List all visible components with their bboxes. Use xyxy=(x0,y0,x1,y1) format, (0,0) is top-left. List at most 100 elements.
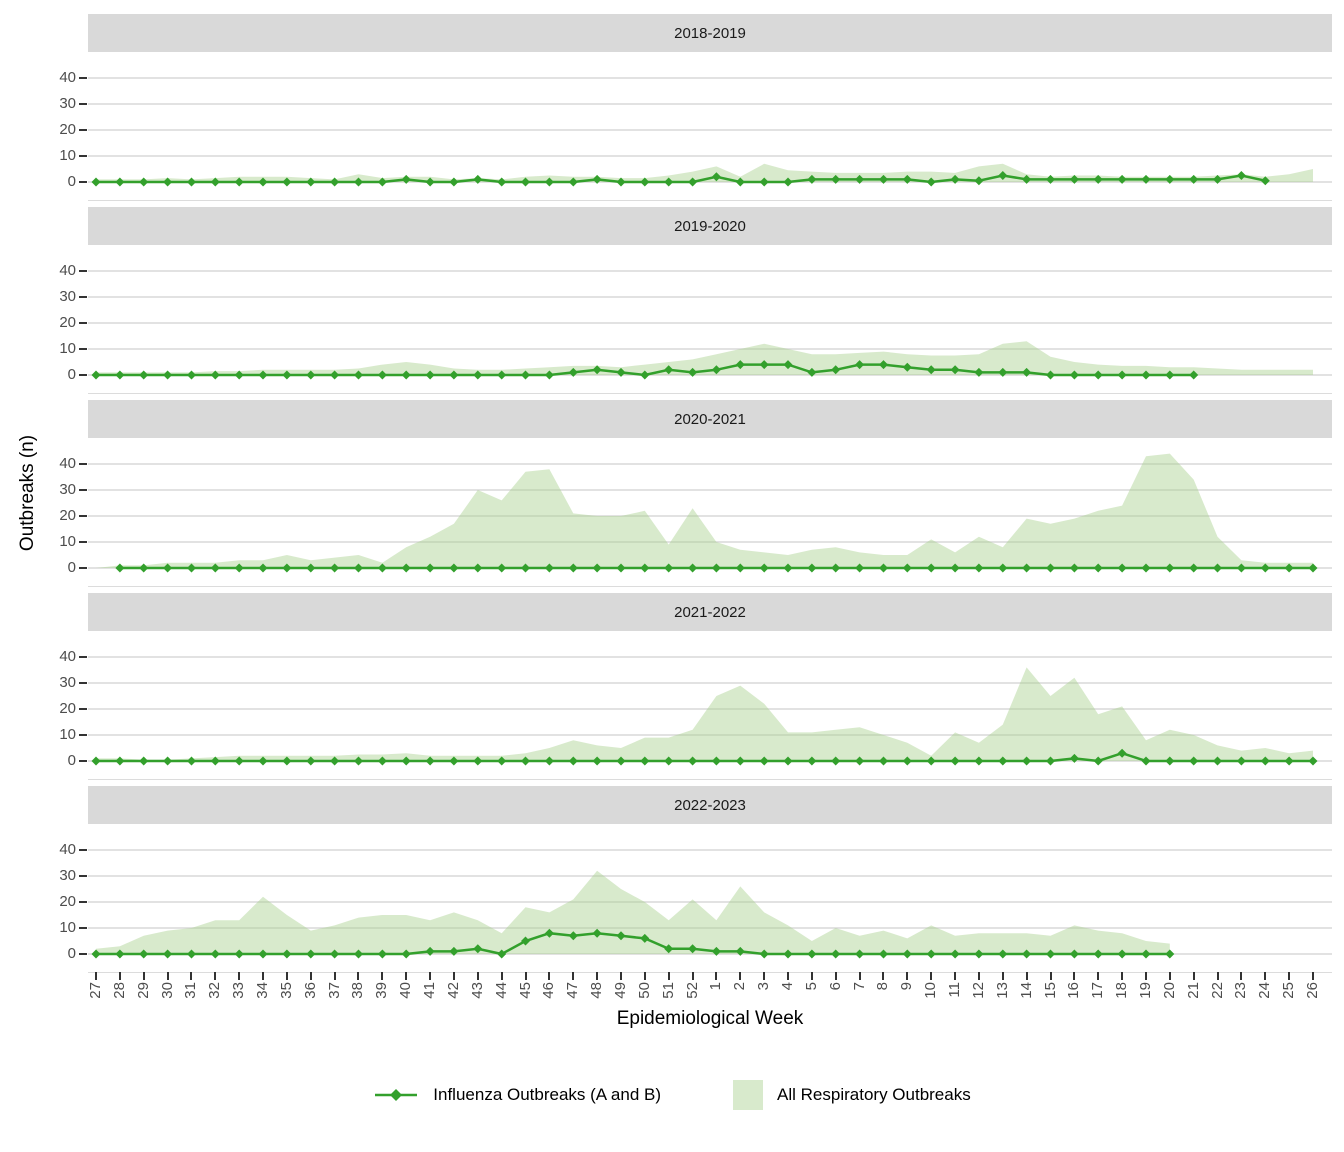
facet-panel xyxy=(88,54,1332,201)
facet-strip: 2022-2023 xyxy=(88,786,1332,824)
y-tick-mark xyxy=(79,760,87,762)
x-tick-mark xyxy=(262,972,265,980)
x-tick-mark xyxy=(405,972,408,980)
chart-canvas xyxy=(88,270,1332,380)
y-tick-mark xyxy=(79,103,87,105)
facet-panel xyxy=(88,633,1332,780)
y-tick-label: 40 xyxy=(59,648,76,665)
respiratory-area-series xyxy=(96,667,1313,761)
x-tick-label: 20 xyxy=(1160,982,1178,999)
x-tick-mark xyxy=(524,972,527,980)
x-tick-mark xyxy=(810,972,813,980)
y-tick-mark xyxy=(79,567,87,569)
y-tick-mark xyxy=(79,656,87,658)
x-tick-label: 51 xyxy=(659,982,677,999)
facet-strip: 2020-2021 xyxy=(88,400,1332,438)
x-tick-mark xyxy=(643,972,646,980)
x-tick-label: 14 xyxy=(1017,982,1035,999)
y-tick-mark xyxy=(79,849,87,851)
x-tick-label: 48 xyxy=(588,982,606,999)
x-tick-label: 21 xyxy=(1184,982,1202,999)
x-tick-label: 40 xyxy=(397,982,415,999)
legend-label-influenza: Influenza Outbreaks (A and B) xyxy=(433,1085,662,1104)
x-tick-label: 44 xyxy=(492,982,510,999)
x-tick-mark xyxy=(309,972,312,980)
x-tick-mark xyxy=(787,972,790,980)
x-tick-label: 38 xyxy=(349,982,367,999)
x-tick-label: 41 xyxy=(421,982,439,999)
respiratory-area-series xyxy=(96,870,1170,954)
x-tick-label: 29 xyxy=(134,982,152,999)
x-tick-label: 18 xyxy=(1113,982,1131,999)
x-tick-label: 43 xyxy=(468,982,486,999)
y-tick-mark xyxy=(79,489,87,491)
y-tick-mark xyxy=(79,541,87,543)
chart-canvas xyxy=(88,77,1332,187)
x-tick-label: 37 xyxy=(325,982,343,999)
x-tick-mark xyxy=(834,972,837,980)
x-tick-label: 33 xyxy=(230,982,248,999)
x-tick-mark xyxy=(142,972,145,980)
facet-panel xyxy=(88,440,1332,587)
x-tick-mark xyxy=(572,972,575,980)
x-tick-mark xyxy=(1049,972,1052,980)
y-tick-label: 0 xyxy=(67,366,76,383)
x-tick-mark xyxy=(1288,972,1291,980)
x-tick-label: 23 xyxy=(1232,982,1250,999)
y-tick-label: 30 xyxy=(59,95,76,112)
y-tick-label: 20 xyxy=(59,507,76,524)
x-tick-label: 17 xyxy=(1089,982,1107,999)
x-tick-mark xyxy=(1073,972,1076,980)
influenza-point-markers xyxy=(91,748,1318,766)
x-axis-title: Epidemiological Week xyxy=(616,1008,804,1029)
x-tick-mark xyxy=(118,972,121,980)
x-tick-mark xyxy=(954,972,957,980)
x-tick-label: 2 xyxy=(731,982,749,991)
x-tick-mark xyxy=(1240,972,1243,980)
x-tick-mark xyxy=(1192,972,1195,980)
x-tick-mark xyxy=(238,972,241,980)
chart-canvas xyxy=(88,849,1332,959)
y-tick-mark xyxy=(79,77,87,79)
x-tick-label: 13 xyxy=(993,982,1011,999)
respiratory-area-series xyxy=(96,341,1313,375)
x-tick-mark xyxy=(691,972,694,980)
x-tick-label: 9 xyxy=(898,982,916,991)
x-tick-label: 32 xyxy=(206,982,224,999)
x-tick-label: 31 xyxy=(182,982,200,999)
x-tick-mark xyxy=(906,972,909,980)
y-tick-label: 10 xyxy=(59,533,76,550)
y-tick-label: 0 xyxy=(67,173,76,190)
x-tick-label: 45 xyxy=(516,982,534,999)
x-tick-label: 1 xyxy=(707,982,725,991)
y-tick-mark xyxy=(79,515,87,517)
x-tick-mark xyxy=(1264,972,1267,980)
x-tick-mark xyxy=(1216,972,1219,980)
y-tick-mark xyxy=(79,734,87,736)
x-tick-mark xyxy=(95,972,97,980)
facet-title: 2022-2023 xyxy=(674,796,746,814)
facet-strip: 2021-2022 xyxy=(88,593,1332,631)
x-tick-label: 4 xyxy=(779,982,797,991)
x-tick-mark xyxy=(1168,972,1171,980)
influenza-point-markers xyxy=(91,171,1270,187)
chart-canvas xyxy=(88,656,1332,766)
legend-area-swatch-icon xyxy=(733,1080,764,1110)
x-tick-label: 36 xyxy=(301,982,319,999)
facet-panel xyxy=(88,247,1332,394)
x-tick-label: 22 xyxy=(1208,982,1226,999)
facet-panel xyxy=(88,826,1332,973)
y-tick-label: 40 xyxy=(59,69,76,86)
x-tick-mark xyxy=(166,972,169,980)
x-tick-label: 15 xyxy=(1041,982,1059,999)
y-tick-label: 20 xyxy=(59,314,76,331)
x-tick-mark xyxy=(452,972,455,980)
y-tick-label: 30 xyxy=(59,288,76,305)
facet-strip: 2018-2019 xyxy=(88,14,1332,52)
x-tick-mark xyxy=(1121,972,1124,980)
y-tick-mark xyxy=(79,708,87,710)
x-tick-label: 11 xyxy=(946,982,964,998)
y-tick-mark xyxy=(79,927,87,929)
x-tick-label: 5 xyxy=(802,982,820,991)
y-tick-mark xyxy=(79,181,87,183)
